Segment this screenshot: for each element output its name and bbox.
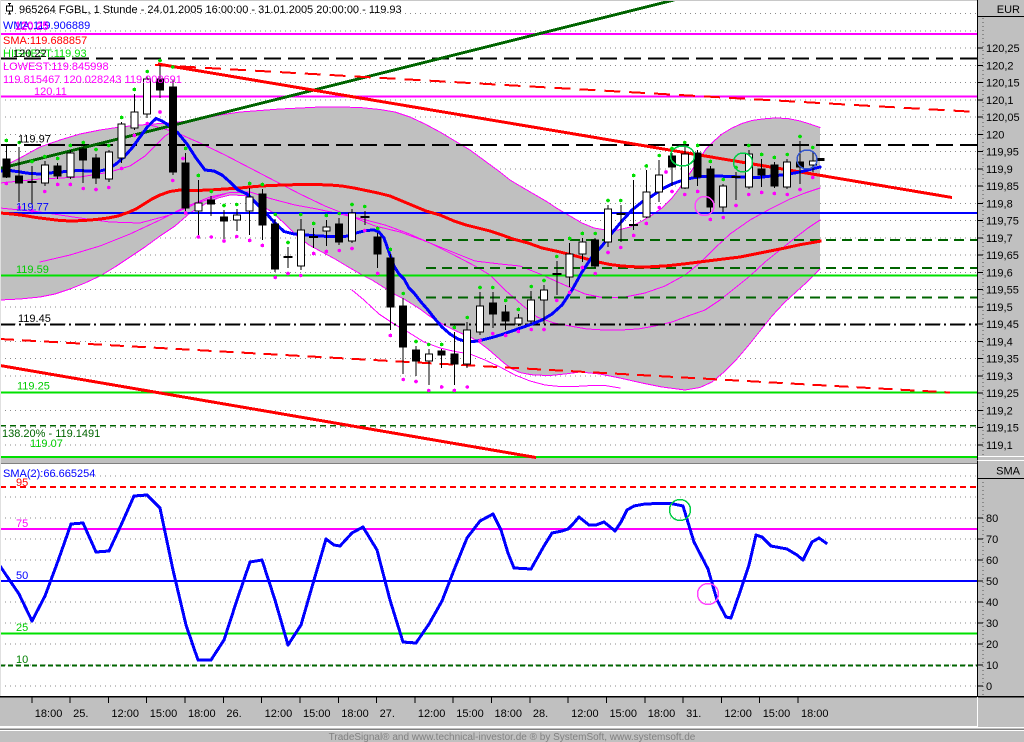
svg-text:119,85: 119,85 [986,181,1019,193]
svg-text:WMA:119.906889: WMA:119.906889 [3,20,90,32]
svg-text:HIGHEST:119.93: HIGHEST:119.93 [3,48,87,60]
svg-text:LOWEST:119.845998: LOWEST:119.845998 [3,61,109,73]
svg-text:120.22: 120.22 [13,48,47,60]
svg-text:119,3: 119,3 [986,371,1013,383]
svg-text:15:00: 15:00 [763,708,791,720]
svg-text:119,95: 119,95 [986,147,1019,159]
svg-text:25.: 25. [73,708,88,720]
svg-text:26.: 26. [226,708,241,720]
svg-text:119,1: 119,1 [986,440,1013,452]
svg-text:120,25: 120,25 [986,43,1020,55]
svg-text:119,9: 119,9 [986,164,1013,176]
svg-text:12:00: 12:00 [265,708,293,720]
svg-text:28.: 28. [533,708,548,720]
svg-text:119.77: 119.77 [16,202,49,214]
svg-text:12:00: 12:00 [111,708,139,720]
svg-text:40: 40 [986,597,998,609]
svg-text:27.: 27. [380,708,395,720]
svg-text:60: 60 [986,555,998,567]
svg-text:30: 30 [986,618,998,630]
svg-text:120,2: 120,2 [986,60,1014,72]
svg-text:12:00: 12:00 [571,708,599,720]
svg-text:18:00: 18:00 [648,708,676,720]
svg-text:119.07: 119.07 [30,438,63,450]
svg-text:120.25: 120.25 [15,20,49,32]
svg-text:TradeSignal® and www.technical: TradeSignal® and www.technical-investor.… [329,732,696,742]
svg-text:119,7: 119,7 [986,233,1013,245]
svg-text:119,8: 119,8 [986,198,1013,210]
svg-text:15:00: 15:00 [609,708,637,720]
svg-text:119,15: 119,15 [986,423,1019,435]
svg-text:12:00: 12:00 [418,708,446,720]
svg-text:31.: 31. [686,708,701,720]
svg-text:20: 20 [986,639,998,651]
svg-text:50: 50 [986,576,998,588]
svg-text:18:00: 18:00 [341,708,369,720]
svg-text:119.97: 119.97 [18,134,51,146]
svg-text:15:00: 15:00 [150,708,178,720]
svg-text:120,05: 120,05 [986,112,1020,124]
svg-text:138.20% - 119.1491: 138.20% - 119.1491 [2,428,100,440]
svg-text:70: 70 [986,534,998,546]
svg-text:95: 95 [16,477,28,489]
svg-text:120.11: 120.11 [34,86,67,98]
svg-text:120,15: 120,15 [986,78,1020,90]
svg-text:12:00: 12:00 [724,708,752,720]
svg-text:119.25: 119.25 [17,381,50,393]
svg-text:18:00: 18:00 [495,708,523,720]
svg-text:18:00: 18:00 [801,708,829,720]
svg-text:80: 80 [986,513,998,525]
svg-text:SMA: SMA [996,466,1021,478]
svg-text:119,6: 119,6 [986,267,1013,279]
svg-text:119,35: 119,35 [986,354,1019,366]
svg-text:50: 50 [16,570,28,582]
svg-text:25: 25 [16,622,28,634]
svg-text:120: 120 [986,129,1004,141]
svg-text:18:00: 18:00 [35,708,63,720]
svg-text:120,1: 120,1 [986,95,1014,107]
svg-text:119,2: 119,2 [986,405,1013,417]
svg-text:18:00: 18:00 [188,708,216,720]
svg-text:0: 0 [986,681,992,693]
svg-text:119.815467 120.028243 119.9086: 119.815467 120.028243 119.908691 [3,74,182,86]
svg-text:EUR: EUR [997,4,1020,16]
svg-text:119.45: 119.45 [18,313,51,325]
svg-text:119,65: 119,65 [986,250,1019,262]
svg-text:15:00: 15:00 [456,708,484,720]
svg-text:119,4: 119,4 [986,336,1013,348]
svg-text:119,45: 119,45 [986,319,1019,331]
svg-text:119,5: 119,5 [986,302,1013,314]
svg-text:75: 75 [16,518,28,530]
svg-text:119.59: 119.59 [16,264,49,276]
svg-text:965264 FGBL, 1 Stunde - 24.01: 965264 FGBL, 1 Stunde - 24.01.2005 16:00… [19,4,402,16]
svg-text:119,75: 119,75 [986,216,1019,228]
svg-text:120.25: 120.25 [15,21,49,33]
svg-text:10: 10 [986,660,998,672]
svg-text:119,25: 119,25 [986,388,1019,400]
svg-text:119,55: 119,55 [986,285,1019,297]
svg-text:SMA:119.688857: SMA:119.688857 [3,35,87,47]
svg-text:15:00: 15:00 [303,708,331,720]
svg-text:10: 10 [16,654,28,666]
svg-text:SMA(2):66.665254: SMA(2):66.665254 [3,468,95,480]
